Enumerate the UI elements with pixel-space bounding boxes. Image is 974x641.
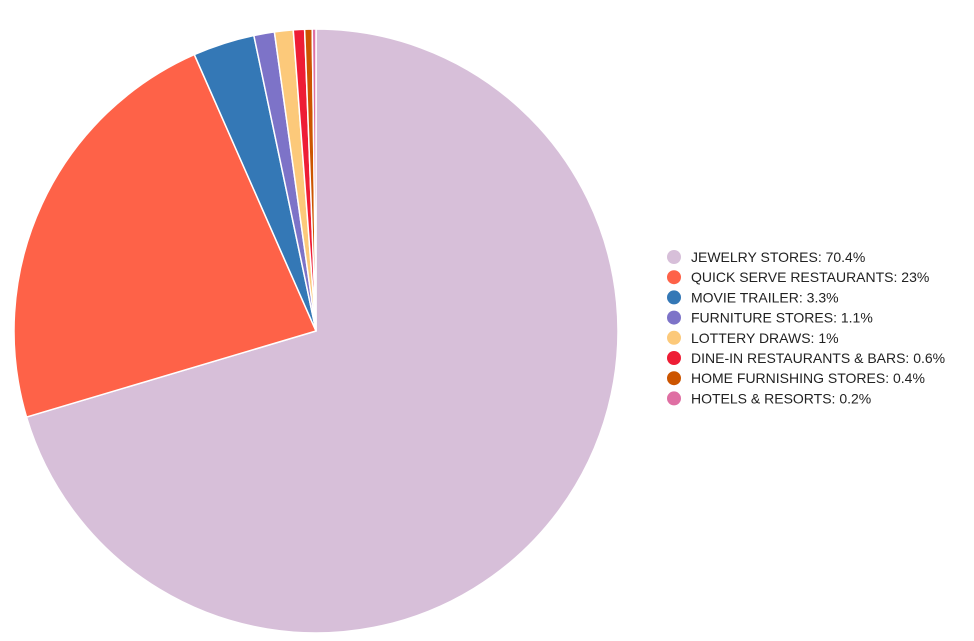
legend-label: MOVIE TRAILER: 3.3%	[691, 289, 839, 305]
legend-item-dine-in-restaurants-bars[interactable]: DINE-IN RESTAURANTS & BARS: 0.6%	[667, 350, 945, 366]
legend-swatch	[667, 290, 681, 305]
legend-label: FURNITURE STORES: 1.1%	[691, 310, 873, 326]
legend-item-home-furnishing-stores[interactable]: HOME FURNISHING STORES: 0.4%	[667, 370, 925, 386]
legend-swatch	[667, 371, 681, 386]
pie-slice-hotels-resorts[interactable]	[311, 28, 317, 332]
pie-slices	[13, 28, 619, 634]
legend-swatch	[667, 330, 681, 345]
legend-label: QUICK SERVE RESTAURANTS: 23%	[691, 269, 929, 285]
legend-label: HOTELS & RESORTS: 0.2%	[691, 390, 871, 406]
legend-label: DINE-IN RESTAURANTS & BARS: 0.6%	[691, 350, 945, 366]
legend-swatch	[667, 270, 681, 285]
legend-item-movie-trailer[interactable]: MOVIE TRAILER: 3.3%	[667, 289, 839, 305]
legend-swatch	[667, 351, 681, 365]
legend-item-jewelry-stores[interactable]: JEWELRY STORES: 70.4%	[667, 249, 865, 265]
legend-label: JEWELRY STORES: 70.4%	[691, 249, 865, 265]
pie-slice-jewelry-stores[interactable]	[25, 28, 619, 634]
legend-item-quick-serve-restaurants[interactable]: QUICK SERVE RESTAURANTS: 23%	[667, 269, 929, 285]
legend-label: HOME FURNISHING STORES: 0.4%	[691, 370, 925, 386]
legend-item-furniture-stores[interactable]: FURNITURE STORES: 1.1%	[667, 310, 873, 326]
legend-swatch	[667, 391, 681, 406]
legend-swatch	[667, 250, 681, 264]
legend: JEWELRY STORES: 70.4% QUICK SERVE RESTAUR…	[667, 249, 945, 406]
legend-label: LOTTERY DRAWS: 1%	[691, 330, 839, 346]
legend-item-hotels-resorts[interactable]: HOTELS & RESORTS: 0.2%	[667, 390, 871, 406]
legend-item-lottery-draws[interactable]: LOTTERY DRAWS: 1%	[667, 330, 839, 346]
pie-slice-quick-serve-restaurants[interactable]	[13, 53, 318, 419]
legend-swatch	[667, 310, 681, 325]
